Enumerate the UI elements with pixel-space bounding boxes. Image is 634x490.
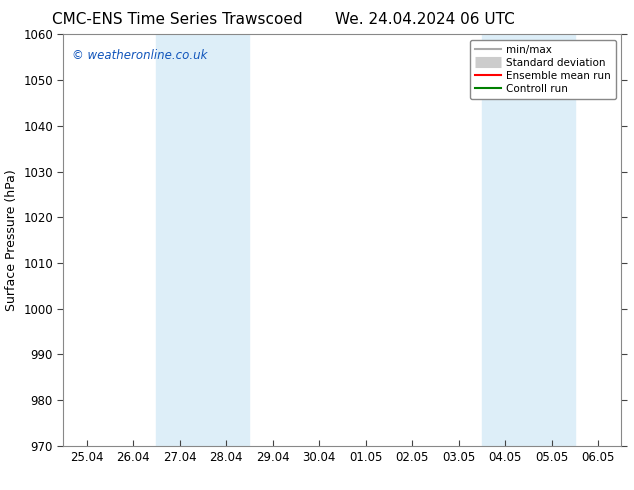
Text: CMC-ENS Time Series Trawscoed: CMC-ENS Time Series Trawscoed: [52, 12, 303, 27]
Bar: [157, 34, 249, 446]
Bar: [482, 34, 575, 446]
Text: We. 24.04.2024 06 UTC: We. 24.04.2024 06 UTC: [335, 12, 515, 27]
Y-axis label: Surface Pressure (hPa): Surface Pressure (hPa): [4, 169, 18, 311]
Text: © weatheronline.co.uk: © weatheronline.co.uk: [72, 49, 207, 62]
Legend: min/max, Standard deviation, Ensemble mean run, Controll run: min/max, Standard deviation, Ensemble me…: [470, 40, 616, 99]
